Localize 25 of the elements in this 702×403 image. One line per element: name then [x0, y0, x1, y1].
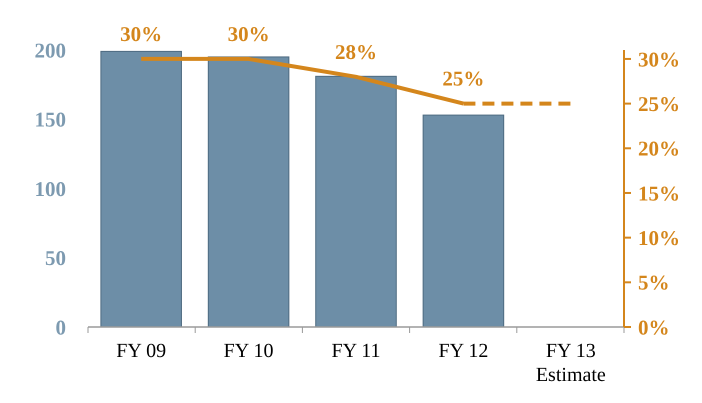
data-label: 30%: [120, 22, 162, 46]
y-tick-label: 50: [45, 246, 66, 270]
y-tick-label: 150: [34, 108, 66, 132]
y-tick-label: 100: [34, 176, 66, 201]
data-label: 30%: [228, 22, 270, 46]
bar: [100, 50, 182, 328]
y-tick-label: 200: [34, 38, 66, 62]
x-tick-label: FY 13 Estimate: [536, 340, 606, 386]
data-label: 28%: [335, 40, 377, 64]
y2-tick-label: 30%: [638, 47, 680, 72]
y-tick-label: 0: [56, 315, 66, 340]
y2-tick-label: 25%: [638, 92, 680, 116]
bar: [315, 76, 397, 328]
x-tick-label: FY 10: [224, 340, 274, 362]
y2-tick-label: 20%: [638, 136, 680, 161]
x-tick-label: FY 09: [116, 340, 166, 362]
bar: [422, 114, 504, 328]
bar: [208, 56, 290, 328]
x-tick-label: FY 12: [438, 340, 488, 362]
y2-tick-label: 0%: [638, 315, 670, 340]
y2-tick-label: 10%: [638, 226, 680, 250]
x-tick-label: FY 11: [331, 340, 381, 362]
y2-tick-label: 5%: [638, 270, 670, 295]
data-label: 25%: [442, 66, 484, 91]
y2-tick-label: 15%: [638, 181, 680, 206]
